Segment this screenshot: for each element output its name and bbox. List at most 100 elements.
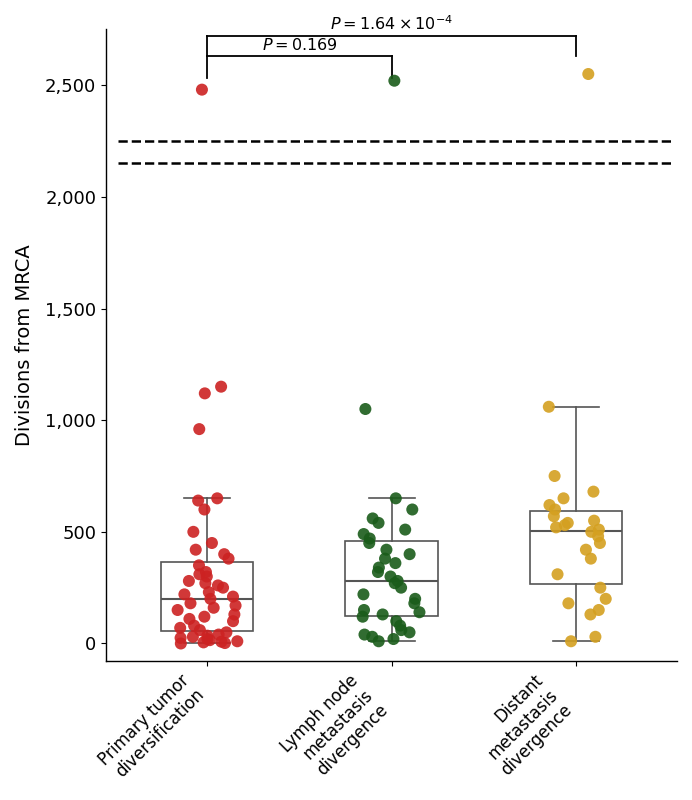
Point bbox=[194, 422, 205, 435]
Point bbox=[409, 597, 420, 610]
Point bbox=[229, 608, 240, 621]
Point bbox=[364, 532, 375, 545]
Point bbox=[549, 503, 561, 516]
Point bbox=[410, 593, 421, 606]
Point bbox=[190, 543, 201, 556]
Point bbox=[367, 512, 379, 525]
Y-axis label: Divisions from MRCA: Divisions from MRCA bbox=[15, 245, 34, 446]
Point bbox=[559, 518, 570, 531]
Point bbox=[185, 597, 196, 610]
Point bbox=[200, 577, 211, 590]
Point bbox=[549, 470, 560, 482]
Point bbox=[385, 570, 396, 583]
Point bbox=[394, 619, 406, 632]
Point bbox=[212, 579, 224, 592]
Point bbox=[391, 614, 402, 627]
Point bbox=[585, 552, 597, 565]
Point bbox=[404, 548, 415, 561]
Point bbox=[202, 630, 213, 642]
Point bbox=[204, 634, 215, 646]
Point bbox=[232, 635, 243, 648]
Point bbox=[565, 635, 576, 648]
Point bbox=[213, 628, 224, 641]
Point bbox=[595, 582, 606, 594]
Point bbox=[208, 602, 219, 614]
Point bbox=[202, 633, 213, 646]
Point bbox=[228, 590, 239, 603]
Point bbox=[381, 543, 392, 556]
Point bbox=[593, 603, 604, 616]
Point bbox=[189, 619, 200, 632]
Point bbox=[600, 593, 611, 606]
Point bbox=[389, 577, 400, 590]
Point bbox=[192, 494, 203, 507]
Point bbox=[194, 624, 206, 637]
Point bbox=[184, 613, 195, 626]
Point bbox=[390, 492, 401, 505]
Point bbox=[372, 566, 383, 578]
Point bbox=[194, 568, 205, 581]
Point bbox=[592, 530, 603, 542]
Point bbox=[544, 498, 555, 511]
Point bbox=[183, 574, 194, 587]
Point bbox=[551, 521, 562, 534]
Point bbox=[175, 631, 186, 644]
Point bbox=[172, 603, 183, 616]
Point bbox=[197, 83, 208, 96]
Point bbox=[389, 74, 400, 87]
Point bbox=[217, 582, 228, 594]
Point bbox=[216, 380, 227, 393]
Point bbox=[360, 402, 371, 415]
Point bbox=[594, 537, 606, 550]
Point bbox=[392, 574, 403, 587]
Point bbox=[588, 486, 599, 498]
Point bbox=[552, 568, 563, 581]
Point bbox=[188, 630, 199, 643]
Point bbox=[179, 588, 190, 601]
Point bbox=[400, 523, 411, 536]
Point bbox=[377, 608, 388, 621]
Point bbox=[364, 537, 375, 550]
Point bbox=[590, 630, 601, 643]
Point bbox=[407, 503, 418, 516]
Point bbox=[558, 492, 569, 505]
Point bbox=[216, 635, 227, 648]
Point bbox=[548, 510, 559, 522]
Point bbox=[390, 557, 401, 570]
Point bbox=[581, 543, 592, 556]
Point bbox=[174, 622, 185, 634]
Point bbox=[221, 626, 232, 638]
Point bbox=[194, 559, 205, 572]
Point bbox=[414, 606, 425, 618]
Point bbox=[562, 517, 573, 530]
Point bbox=[373, 517, 384, 530]
Point bbox=[593, 523, 604, 536]
Point bbox=[379, 552, 390, 565]
Point bbox=[404, 626, 415, 638]
Point bbox=[357, 610, 368, 623]
Point bbox=[201, 570, 212, 583]
Point bbox=[396, 582, 407, 594]
Point bbox=[589, 514, 600, 527]
Point bbox=[396, 624, 407, 637]
Point bbox=[585, 608, 596, 621]
Text: $P = 1.64 \times 10^{-4}$: $P = 1.64 \times 10^{-4}$ bbox=[330, 15, 453, 34]
Point bbox=[205, 593, 216, 606]
Point bbox=[228, 614, 239, 627]
Point bbox=[388, 633, 399, 646]
Point bbox=[219, 548, 230, 561]
Point bbox=[367, 630, 378, 643]
Point bbox=[212, 492, 223, 505]
Point bbox=[563, 597, 574, 610]
Point bbox=[583, 68, 594, 81]
Point bbox=[543, 400, 554, 413]
Point bbox=[223, 552, 234, 565]
Point bbox=[219, 637, 230, 650]
Point bbox=[199, 610, 210, 623]
Point bbox=[373, 635, 384, 648]
Point bbox=[358, 588, 369, 601]
Point bbox=[188, 526, 199, 538]
Point bbox=[230, 599, 241, 612]
Point bbox=[175, 637, 186, 650]
Point bbox=[203, 586, 215, 598]
